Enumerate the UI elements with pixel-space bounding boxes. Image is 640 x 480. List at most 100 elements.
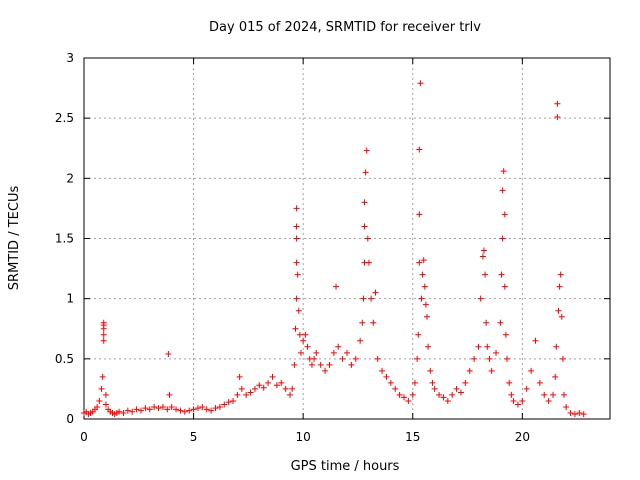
- data-point: [552, 373, 559, 380]
- data-point: [304, 343, 311, 350]
- data-point: [541, 391, 548, 398]
- data-point: [422, 301, 429, 308]
- data-point: [357, 337, 364, 344]
- data-point: [560, 391, 567, 398]
- data-point: [419, 271, 426, 278]
- data-point: [339, 355, 346, 362]
- axis-ticks: 0 5 10 15 20 0 0.5 1 1.5 2 2.5 3: [55, 51, 610, 444]
- y-tick-label: 0: [66, 412, 74, 426]
- x-axis-title: GPS time / hours: [291, 459, 400, 474]
- data-point: [392, 385, 399, 392]
- data-point: [462, 379, 469, 386]
- data-point: [120, 409, 127, 416]
- data-point: [466, 367, 473, 374]
- data-point: [567, 409, 574, 416]
- data-point: [230, 397, 237, 404]
- data-point: [479, 253, 486, 260]
- data-point: [155, 405, 162, 412]
- data-point: [293, 223, 300, 230]
- y-axis-title: SRMTID / TECUs: [7, 186, 22, 291]
- data-point: [102, 391, 109, 398]
- data-point: [361, 199, 368, 206]
- chart-title: Day 015 of 2024, SRMTID for receiver trl…: [209, 20, 481, 35]
- data-point: [501, 211, 508, 218]
- data-point: [364, 235, 371, 242]
- data-point: [500, 168, 507, 175]
- data-point: [523, 385, 530, 392]
- data-point: [348, 361, 355, 368]
- data-point: [216, 403, 223, 410]
- data-point: [295, 307, 302, 314]
- data-point: [372, 289, 379, 296]
- data-point: [333, 283, 340, 290]
- data-point: [291, 361, 298, 368]
- data-point: [164, 406, 171, 413]
- data-point: [514, 401, 521, 408]
- data-point: [99, 373, 106, 380]
- data-point: [553, 343, 560, 350]
- data-point: [414, 355, 421, 362]
- data-point: [212, 405, 219, 412]
- data-point: [508, 391, 515, 398]
- data-point: [554, 113, 561, 120]
- data-point: [415, 331, 422, 338]
- data-point: [133, 406, 140, 413]
- data-point: [444, 397, 451, 404]
- data-point: [293, 205, 300, 212]
- data-point: [416, 146, 423, 153]
- data-point: [344, 349, 350, 356]
- data-point: [360, 295, 367, 302]
- data-point: [308, 361, 315, 368]
- data-point: [493, 349, 500, 356]
- data-point: [418, 295, 425, 302]
- plot-frame: [83, 57, 611, 420]
- data-point: [256, 382, 263, 389]
- data-point: [429, 379, 436, 386]
- data-point: [486, 355, 493, 362]
- data-point: [102, 401, 109, 408]
- y-tick-label: 3: [66, 51, 74, 65]
- data-point: [370, 319, 377, 326]
- y-tick-label: 1.5: [55, 232, 74, 246]
- data-point: [116, 408, 123, 415]
- data-point: [497, 319, 504, 326]
- data-point: [234, 391, 241, 398]
- data-point: [190, 406, 197, 413]
- data-point: [502, 331, 509, 338]
- data-point: [238, 385, 245, 392]
- data-point: [293, 235, 300, 242]
- data-point: [311, 355, 318, 362]
- data-point: [359, 319, 366, 326]
- data-point: [265, 379, 272, 386]
- data-point: [293, 259, 300, 266]
- data-point: [292, 325, 299, 332]
- data-point: [528, 367, 535, 374]
- data-point: [100, 337, 107, 344]
- data-point: [313, 349, 320, 356]
- data-point: [482, 271, 489, 278]
- data-point: [335, 343, 342, 350]
- data-point: [269, 373, 276, 380]
- data-point: [166, 391, 173, 398]
- data-point: [361, 223, 368, 230]
- data-point: [173, 406, 180, 413]
- data-point: [449, 391, 456, 398]
- data-point: [146, 406, 153, 413]
- data-point: [330, 349, 337, 356]
- data-point: [499, 187, 506, 194]
- data-point: [420, 257, 427, 264]
- data-point: [159, 403, 166, 410]
- data-point: [453, 385, 460, 392]
- data-point: [177, 407, 184, 414]
- data-point: [260, 384, 267, 391]
- data-points: [81, 80, 587, 418]
- data-point: [94, 403, 101, 410]
- data-point: [100, 331, 107, 338]
- y-tick-label: 0.5: [55, 352, 74, 366]
- x-tick-label: 5: [190, 430, 198, 444]
- y-tick-label: 2.5: [55, 111, 74, 125]
- data-point: [559, 355, 566, 362]
- data-point: [400, 394, 407, 401]
- grid: [84, 58, 610, 419]
